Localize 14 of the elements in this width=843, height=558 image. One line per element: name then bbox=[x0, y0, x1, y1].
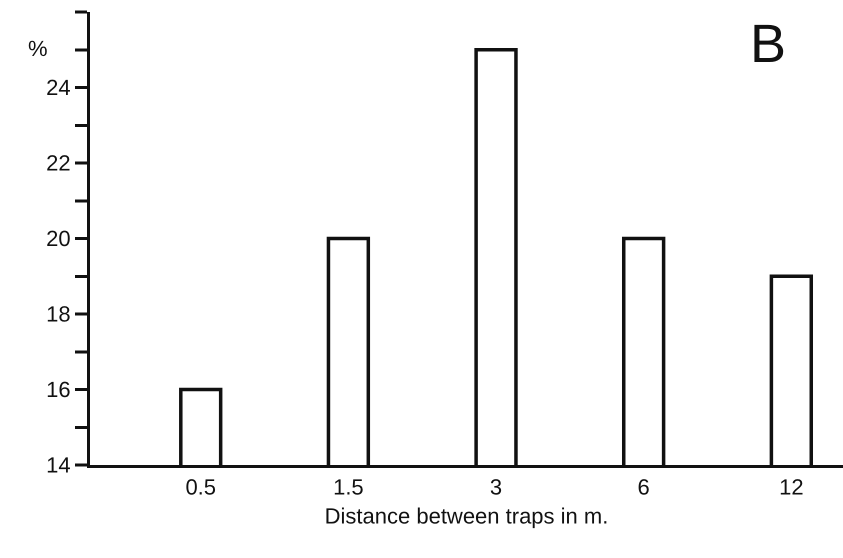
x-axis-title: Distance between traps in m. bbox=[324, 503, 608, 528]
x-tick-label: 1.5 bbox=[333, 474, 364, 500]
x-tick-label: 6 bbox=[638, 474, 650, 500]
y-tick-label: 20 bbox=[46, 226, 71, 252]
x-tick-label: 0.5 bbox=[185, 474, 216, 500]
y-tick-label: 24 bbox=[46, 75, 71, 100]
y-tick-label: 16 bbox=[46, 377, 71, 402]
x-tick-label: 3 bbox=[490, 474, 502, 500]
y-tick-label: 22 bbox=[46, 150, 71, 176]
y-axis-title: % bbox=[28, 36, 48, 61]
annotation: B bbox=[750, 14, 786, 74]
x-tick-label: 12 bbox=[779, 474, 804, 500]
y-tick-label: 14 bbox=[46, 452, 71, 478]
y-tick-label: 18 bbox=[46, 302, 71, 327]
